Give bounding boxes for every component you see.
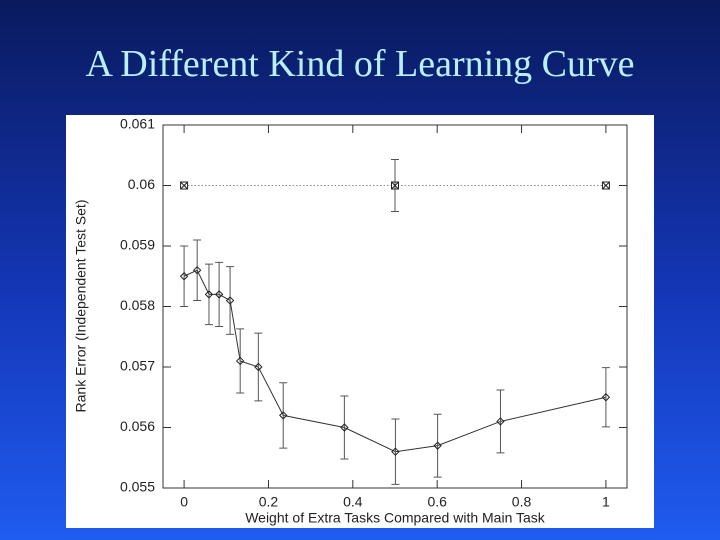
error-bar: [340, 395, 349, 460]
error-bar: [279, 382, 288, 449]
error-bar: [433, 413, 442, 478]
error-bar: [496, 389, 505, 454]
x-tick-label: 0.8: [512, 494, 532, 510]
error-bar: [180, 245, 189, 307]
error-bar: [193, 239, 202, 301]
error-bar: [204, 263, 213, 326]
point: [214, 290, 224, 299]
y-tick-label: 0.058: [120, 297, 155, 313]
point: [391, 181, 399, 190]
point: [192, 265, 202, 275]
error-bar: [254, 332, 263, 402]
point: [433, 441, 442, 450]
point: [254, 362, 263, 372]
point: [204, 290, 214, 299]
x-tick-label: 0.6: [427, 494, 447, 510]
point: [180, 181, 189, 190]
chart-background: [66, 115, 654, 528]
y-tick-label: 0.059: [120, 237, 155, 253]
y-tick-label: 0.057: [120, 358, 155, 374]
point: [391, 447, 400, 456]
x-tick-label: 0.2: [259, 494, 279, 510]
y-tick-label: 0.055: [120, 479, 155, 495]
y-tick-label: 0.056: [120, 418, 155, 434]
error-bar: [226, 266, 235, 335]
error-bar: [601, 367, 610, 428]
point: [601, 393, 611, 402]
point: [235, 356, 245, 366]
slide-title: A Different Kind of Learning Curve: [85, 43, 635, 85]
y-tick-label: 0.061: [120, 116, 155, 132]
x-axis-label: Weight of Extra Tasks Compared with Main…: [245, 510, 546, 526]
y-axis-label: Rank Error (Independent Test Set): [73, 200, 89, 413]
point: [601, 181, 610, 190]
x-tick-label: 0.4: [343, 494, 363, 510]
y-tick-label: 0.06: [128, 176, 155, 192]
error-bar: [236, 328, 245, 394]
x-tick-label: 1: [602, 494, 610, 510]
point: [225, 296, 235, 305]
error-bar: [215, 261, 224, 327]
point: [179, 272, 189, 281]
point: [340, 423, 349, 432]
point: [279, 411, 288, 420]
error-bar: [391, 418, 400, 485]
point: [496, 417, 505, 426]
x-tick-label: 0: [180, 494, 188, 510]
